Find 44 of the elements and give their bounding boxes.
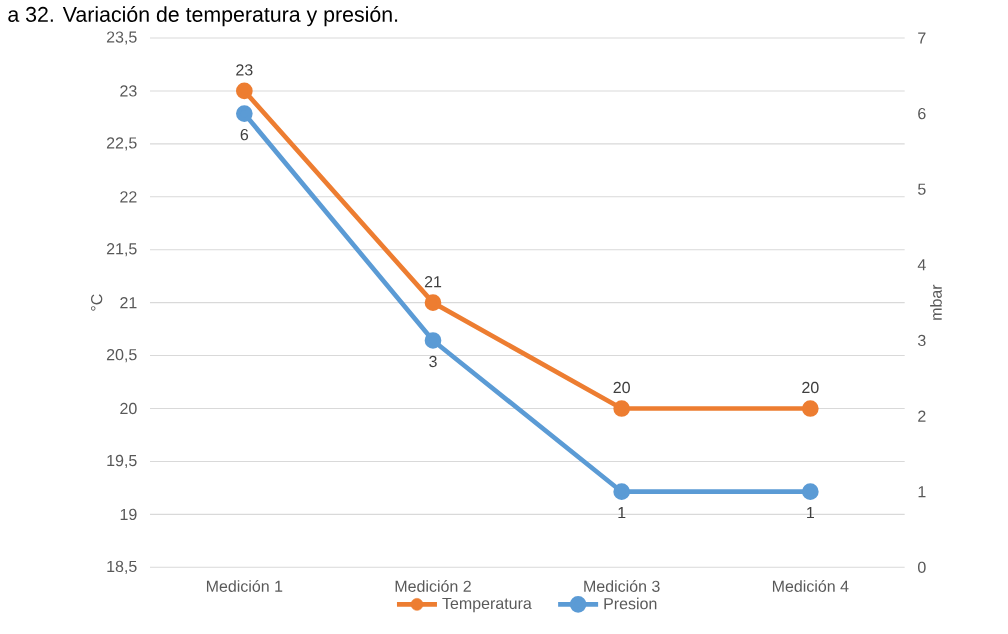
y-axis-title: °C: [91, 294, 103, 311]
y-tick-label: 21,5: [106, 243, 137, 257]
y-tick-label: 20,5: [106, 348, 137, 363]
data-label: 1: [618, 507, 626, 519]
point: [613, 483, 631, 501]
y-tick-label: 23,5: [106, 31, 137, 45]
chart-title: a 32. Variación de temperatura y presión.: [8, 6, 398, 27]
y2-tick-label: 0: [918, 561, 926, 573]
data-label: 6: [240, 128, 249, 141]
y2-axis-title: mbar: [930, 284, 942, 320]
y-tick-label: 22: [120, 191, 137, 203]
data-label: 20: [802, 381, 819, 394]
point: [424, 332, 442, 349]
point: [424, 294, 442, 311]
y-tick-label: 22,5: [106, 137, 137, 151]
y-tick-label: 20: [120, 402, 137, 415]
point: [801, 400, 819, 417]
data-label: 3: [429, 355, 437, 368]
legend-label: Temperatura: [442, 597, 532, 613]
x-tick-label: Medición 3: [584, 580, 660, 592]
y-tick-label: 18,5: [107, 560, 137, 574]
point: [613, 400, 631, 417]
data-label: 23: [236, 64, 253, 76]
y2-tick-label: 7: [918, 32, 926, 44]
point: [236, 82, 253, 100]
y2-tick-label: 3: [917, 334, 926, 347]
legend-label: Presion: [604, 597, 657, 610]
y2-tick-label: 5: [918, 183, 926, 195]
y2-tick-label: 2: [918, 410, 926, 422]
y2-tick-label: 1: [918, 486, 926, 498]
point: [802, 483, 819, 501]
data-label: 1: [807, 507, 814, 519]
y-tick-label: 19,5: [107, 454, 137, 469]
y-tick-label: 23: [120, 85, 137, 97]
data-label: 20: [613, 381, 630, 394]
x-tick-label: Medición 1: [206, 580, 283, 592]
y2-tick-label: 6: [918, 107, 926, 120]
x-tick-label: Medición 2: [395, 580, 471, 592]
x-tick-label: Medición 4: [772, 580, 849, 592]
y-tick-label: 19: [120, 508, 137, 521]
point: [236, 105, 253, 122]
y2-tick-label: 4: [917, 259, 926, 271]
data-label: 21: [424, 276, 442, 288]
y-tick-label: 21: [120, 297, 137, 309]
